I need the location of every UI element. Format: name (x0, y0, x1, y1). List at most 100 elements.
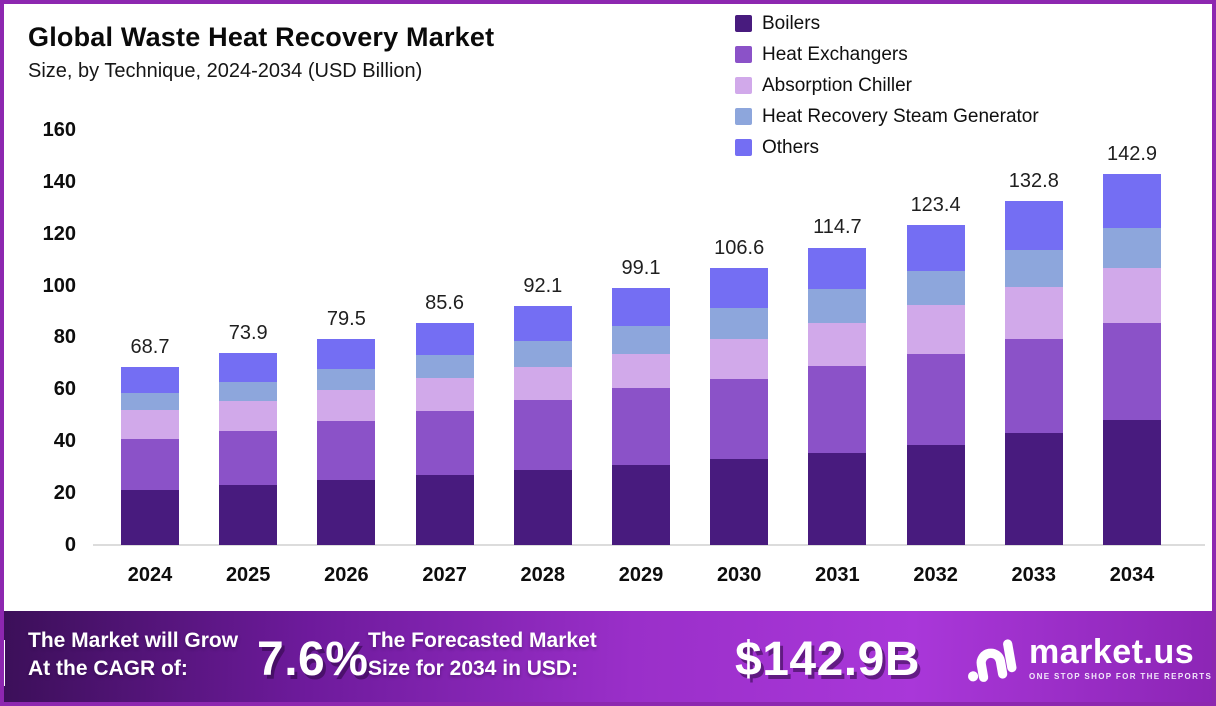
bar-segment-heat-recovery-steam-generator (808, 288, 867, 323)
x-axis-label: 2034 (1109, 564, 1155, 586)
legend-swatch-icon (735, 77, 752, 94)
bar-segment-boilers (513, 469, 572, 545)
bar-segment-boilers (710, 458, 769, 545)
bar-value-label: 79.5 (326, 307, 366, 330)
bar-segment-heat-exchangers (513, 400, 572, 470)
y-axis-label: 0 (64, 534, 76, 556)
bar-2033 (1004, 200, 1063, 545)
bar-segment-absorption-chiller (317, 389, 376, 422)
bar-segment-boilers (317, 479, 376, 545)
bar-segment-heat-exchangers (710, 379, 769, 459)
bar-segment-heat-exchangers (219, 430, 278, 486)
bar-segment-boilers (612, 464, 670, 545)
legend-item-heat-recovery-steam-generator: Heat Recovery Steam Generator (735, 105, 1039, 128)
legend-swatch-icon (735, 46, 752, 63)
bar-segment-heat-recovery-steam-generator (513, 340, 572, 367)
legend-label: Absorption Chiller (762, 74, 912, 96)
y-axis-label: 40 (53, 430, 76, 453)
bar-value-label: 73.9 (228, 322, 268, 345)
bar-segment-heat-exchangers (808, 366, 867, 454)
bar-segment-absorption-chiller (906, 304, 965, 355)
bar-value-label: 123.4 (910, 193, 961, 216)
x-axis-label: 2026 (324, 564, 369, 586)
bar-segment-heat-recovery-steam-generator (415, 354, 474, 379)
bar-segment-boilers (121, 489, 179, 545)
y-axis-label: 120 (42, 222, 76, 245)
y-axis-label: 60 (53, 378, 76, 401)
legend-swatch-icon (735, 108, 752, 125)
bar-segment-heat-exchangers (415, 410, 474, 475)
x-axis-label: 2031 (815, 564, 860, 586)
bar-value-label: 142.9 (1106, 143, 1158, 166)
bar-2024 (121, 366, 179, 545)
bar-segment-heat-recovery-steam-generator (1004, 249, 1063, 287)
x-axis-label: 2032 (913, 564, 958, 586)
bar-value-label: 68.7 (130, 335, 170, 358)
bar-segment-heat-recovery-steam-generator (219, 381, 278, 401)
legend-label: Boilers (762, 12, 821, 34)
y-axis-label: 140 (42, 170, 76, 193)
bar-segment-others (710, 268, 769, 308)
bar-segment-others (513, 306, 572, 341)
bar-segment-heat-recovery-steam-generator (317, 368, 376, 390)
bar-segment-heat-exchangers (1004, 339, 1063, 433)
bar-segment-others (219, 353, 278, 382)
x-axis-label: 2030 (716, 564, 762, 586)
bar-2027 (415, 322, 474, 545)
bar-segment-others (1004, 200, 1063, 250)
legend-item-heat-exchangers: Heat Exchangers (735, 43, 1039, 66)
bar-segment-others (415, 322, 474, 355)
legend-swatch-icon (735, 15, 752, 32)
bar-value-label: 106.6 (714, 237, 765, 260)
bar-segment-absorption-chiller (1004, 286, 1063, 340)
legend-item-others: Others (735, 136, 1039, 159)
bar-segment-absorption-chiller (121, 410, 179, 440)
banner-notch (0, 640, 5, 686)
bar-segment-heat-exchangers (906, 354, 965, 445)
bar-segment-heat-exchangers (612, 388, 670, 465)
bar-segment-others (906, 224, 965, 271)
x-axis-label: 2028 (520, 564, 566, 586)
forecast-label: The Forecasted Market Size for 2034 in U… (368, 627, 597, 683)
bar-value-label: 114.7 (813, 216, 862, 239)
brand-tagline: ONE STOP SHOP FOR THE REPORTS (1029, 672, 1213, 681)
y-axis-label: 80 (53, 326, 76, 349)
cagr-label-line1: The Market will Grow (28, 629, 239, 652)
legend-item-boilers: Boilers (735, 12, 1039, 35)
bar-segment-heat-recovery-steam-generator (710, 307, 769, 340)
forecast-label-line1: The Forecasted Market (368, 629, 597, 652)
legend-label: Others (762, 136, 820, 158)
bar-segment-absorption-chiller (808, 322, 867, 367)
bar-segment-boilers (1004, 432, 1063, 545)
bar-2030 (710, 268, 769, 545)
bar-segment-boilers (906, 444, 965, 545)
cagr-label-line2: At the CAGR of: (28, 657, 188, 680)
bar-2034 (1103, 174, 1161, 545)
x-axis-line (93, 544, 1205, 546)
y-axis-label: 100 (42, 274, 76, 297)
bar-2029 (612, 287, 670, 545)
bar-segment-others (1103, 174, 1161, 228)
bar-segment-boilers (415, 474, 474, 545)
bar-segment-boilers (1103, 420, 1161, 545)
bar-value-label: 132.8 (1008, 169, 1059, 192)
bar-segment-heat-recovery-steam-generator (1103, 227, 1161, 268)
footer-banner: The Market will Grow At the CAGR of: 7.6… (0, 611, 1216, 706)
x-axis-label: 2033 (1011, 564, 1057, 586)
forecast-value: $142.9B (735, 633, 920, 686)
bar-segment-heat-exchangers (317, 421, 376, 480)
page-subtitle: Size, by Technique, 2024-2034 (USD Billi… (28, 60, 423, 82)
cagr-label: The Market will Grow At the CAGR of: (28, 627, 238, 683)
market-us-monogram-icon (963, 637, 1019, 690)
bar-segment-absorption-chiller (612, 354, 670, 389)
bar-segment-others (808, 247, 867, 289)
bar-2025 (219, 353, 278, 545)
y-axis-label: 20 (53, 482, 76, 505)
forecast-label-line2: Size for 2034 in USD: (368, 657, 579, 680)
bar-2031 (808, 247, 867, 545)
bar-segment-others (317, 338, 376, 369)
bar-segment-heat-exchangers (121, 439, 179, 490)
bar-segment-others (612, 287, 670, 326)
